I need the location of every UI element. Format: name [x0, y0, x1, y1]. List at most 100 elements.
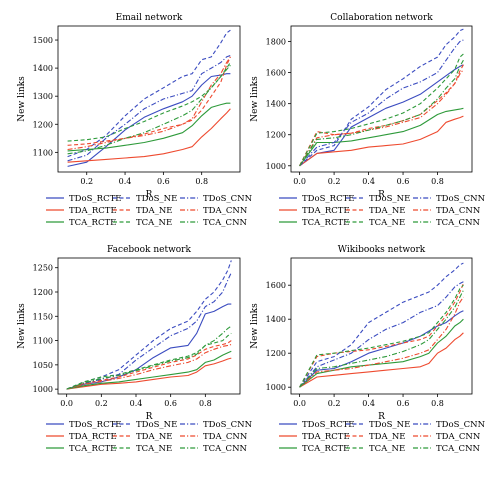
y-tick-label: 1600	[266, 69, 286, 78]
legend: TDoS_RCTE TDA_RCTE TCA_RCTE TDoS_NE TDA_NE TC…	[279, 194, 486, 228]
legend-label: TDA_NE	[136, 432, 173, 442]
legend-label: TDA_CNN	[203, 206, 248, 216]
legend-label: TDA_RCTE	[302, 432, 350, 442]
y-tick-label: 1200	[33, 120, 53, 129]
plot-frame	[290, 257, 473, 395]
series-line-tca-ne	[67, 62, 231, 142]
x-tick-label: 0.4	[362, 177, 375, 186]
y-axis-label: New links	[17, 303, 27, 349]
series-line-tca-ne	[299, 53, 464, 167]
y-tick-label: 1200	[266, 349, 286, 358]
y-tick-label: 1100	[33, 148, 53, 157]
y-axis-label: New links	[250, 303, 260, 349]
series-line-tdos-cnn	[67, 54, 231, 162]
series-line-tda-cnn	[299, 69, 464, 167]
plot-frame	[57, 25, 241, 173]
y-tick-label: 1000	[266, 383, 286, 392]
series-line-tdos-ne	[66, 260, 232, 390]
y-tick-label: 1200	[33, 288, 53, 297]
y-tick-label: 1400	[266, 315, 286, 324]
series-line-tdos-rcte	[299, 64, 464, 167]
legend-label: TCA_RCTE	[302, 218, 349, 228]
series-lines	[66, 260, 232, 390]
legend-label: TDoS_RCTE	[302, 420, 354, 430]
series-line-tdos-cnn	[299, 281, 464, 388]
legend-label: TCA_RCTE	[69, 444, 116, 454]
series-line-tdos-cnn	[66, 272, 232, 390]
x-tick-label: 0.8	[199, 399, 212, 408]
series-lines	[299, 28, 464, 167]
x-tick-label: 0.4	[362, 399, 375, 408]
legend-label: TCA_NE	[369, 218, 405, 228]
legend-label: TCA_CNN	[203, 444, 248, 454]
series-line-tdos-rcte	[66, 303, 232, 390]
series-line-tda-rcte	[67, 108, 231, 163]
y-tick-label: 1000	[33, 385, 53, 394]
legend-label: TDA_NE	[136, 206, 173, 216]
chart-panel-1: Email network 0.2 0.4 0.6 0.8 1100 1200 1300 140…	[17, 13, 253, 228]
series-line-tda-rcte	[299, 115, 464, 167]
x-tick-label: 0.4	[119, 177, 132, 186]
y-axis-label: New links	[17, 76, 27, 122]
y-tick-label: 1600	[266, 281, 286, 290]
chart-title: Email network	[116, 13, 183, 23]
x-tick-label: 0.0	[293, 399, 306, 408]
x-tick-label: 0.0	[293, 177, 306, 186]
series-line-tca-cnn	[67, 64, 231, 155]
x-tick-label: 0.6	[397, 399, 410, 408]
legend-label: TDoS_CNN	[203, 194, 253, 204]
x-axis-label: R	[146, 190, 153, 200]
x-tick-label: 0.8	[431, 177, 444, 186]
y-tick-label: 1300	[33, 92, 53, 101]
legend-label: TCA_NE	[136, 444, 172, 454]
chart-panel-2: Collaboration network 0.0 0.2 0.4 0.6 0.8 1000…	[250, 13, 486, 228]
legend-label: TCA_CNN	[436, 444, 481, 454]
series-line-tca-rcte	[299, 318, 464, 388]
x-tick-label: 0.2	[95, 399, 108, 408]
x-tick-label: 0.2	[328, 399, 341, 408]
x-axis-label: R	[378, 190, 385, 200]
legend-label: TDA_CNN	[436, 206, 481, 216]
series-line-tda-cnn	[299, 296, 464, 388]
chart-panel-3: Facebook network 0.0 0.2 0.4 0.6 0.8 1000 1050 1…	[17, 245, 253, 454]
legend-label: TDoS_NE	[136, 420, 177, 430]
series-line-tca-ne	[66, 332, 232, 390]
series-line-tdos-ne	[67, 29, 231, 158]
legend-label: TDoS_CNN	[436, 420, 486, 430]
y-tick-label: 1400	[33, 64, 53, 73]
x-tick-label: 0.0	[60, 399, 73, 408]
legend-label: TCA_NE	[136, 218, 172, 228]
x-axis-label: R	[378, 412, 385, 422]
x-tick-label: 0.6	[157, 177, 170, 186]
y-tick-label: 1050	[33, 361, 53, 370]
legend: TDoS_RCTE TDA_RCTE TCA_RCTE TDoS_NE TDA_NE TC…	[46, 194, 253, 228]
legend-label: TDA_NE	[369, 432, 406, 442]
series-line-tca-rcte	[66, 350, 232, 390]
series-lines	[67, 29, 231, 167]
legend-label: TDA_CNN	[203, 432, 248, 442]
legend-label: TCA_RCTE	[302, 444, 349, 454]
legend: TDoS_RCTE TDA_RCTE TCA_RCTE TDoS_NE TDA_NE TC…	[279, 420, 486, 454]
legend-label: TDA_NE	[369, 206, 406, 216]
y-tick-label: 1400	[266, 100, 286, 109]
x-tick-label: 0.8	[195, 177, 208, 186]
series-line-tda-ne	[66, 340, 232, 390]
legend-label: TCA_NE	[369, 444, 405, 454]
series-line-tda-ne	[299, 64, 464, 167]
y-tick-label: 1500	[33, 36, 53, 45]
legend-label: TDoS_CNN	[203, 420, 253, 430]
series-line-tdos-rcte	[67, 73, 231, 167]
series-line-tca-rcte	[299, 107, 464, 167]
series-line-tca-ne	[299, 284, 464, 388]
series-line-tca-cnn	[66, 325, 232, 390]
y-tick-label: 1800	[266, 38, 286, 47]
plot-frame	[290, 25, 473, 173]
chart-title: Collaboration network	[330, 13, 433, 23]
legend-label: TCA_CNN	[203, 218, 248, 228]
y-axis-label: New links	[250, 76, 260, 122]
legend-label: TDoS_RCTE	[69, 194, 121, 204]
x-tick-label: 0.8	[431, 399, 444, 408]
plot-frame	[57, 257, 241, 395]
y-tick-label: 1150	[33, 312, 53, 321]
